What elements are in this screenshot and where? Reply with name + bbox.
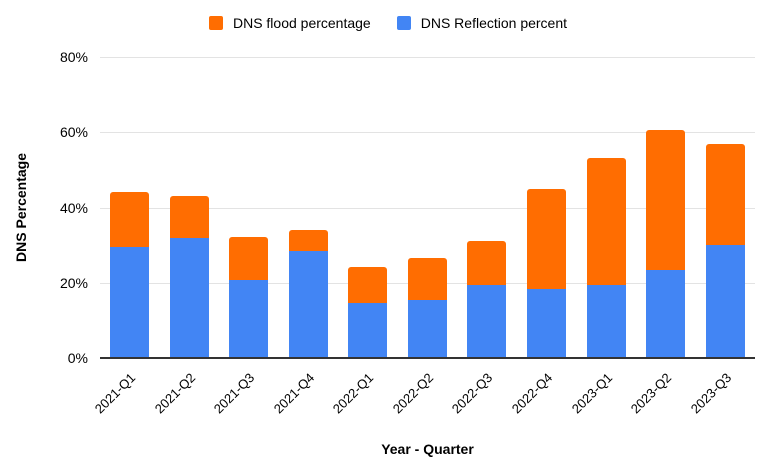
segment-dns-reflection-percent [646, 269, 686, 358]
bar-2021-q3 [229, 236, 269, 358]
legend-swatch-icon [208, 16, 223, 30]
x-tick-label: 2021-Q3 [211, 370, 258, 417]
x-tick-label: 2022-Q1 [330, 370, 377, 417]
gridline [100, 132, 755, 134]
x-axis-title: Year - Quarter [381, 441, 474, 457]
segment-dns-flood-percentage [348, 266, 388, 304]
x-axis-labels: 2021-Q1 2021-Q2 2021-Q3 2021-Q4 2022-Q1 2022-… [92, 358, 755, 428]
segment-dns-reflection-percent [407, 299, 447, 358]
segment-dns-flood-percentage [229, 236, 269, 281]
x-tick-label: 2021-Q1 [92, 370, 139, 417]
plot-area [100, 57, 755, 359]
x-tick-label: 2022-Q2 [389, 370, 437, 417]
legend-item-dns-flood-percentage: DNS flood percentage [208, 15, 371, 31]
gridline [100, 57, 755, 58]
segment-dns-reflection-percent [586, 285, 626, 358]
segment-dns-flood-percentage [110, 191, 150, 248]
y-tick-label: 80% [59, 49, 88, 65]
bar-2021-q1 [110, 191, 150, 358]
segment-dns-reflection-percent [705, 244, 745, 358]
x-tick-label: 2022-Q3 [449, 370, 496, 417]
x-tick-label: 2023-Q2 [627, 370, 675, 417]
bar-2023-q3 [705, 143, 745, 358]
segment-dns-reflection-percent [169, 238, 209, 358]
legend-label: DNS flood percentage [232, 15, 371, 31]
y-axis-labels: 0% 20% 40% 60% 80% [0, 49, 88, 366]
segment-dns-flood-percentage [407, 258, 447, 300]
legend-swatch-icon [396, 16, 411, 30]
legend-item-dns-reflection-percent: DNS Reflection percent [396, 15, 568, 31]
bar-2022-q1 [348, 266, 388, 358]
segment-dns-flood-percentage [586, 157, 626, 286]
y-tick-label: 60% [59, 124, 88, 141]
x-tick-label: 2023-Q3 [687, 370, 734, 417]
x-tick-label: 2023-Q1 [568, 370, 615, 417]
segment-dns-flood-percentage [169, 196, 209, 239]
bar-2023-q1 [586, 157, 626, 358]
y-tick-label: 40% [59, 199, 88, 216]
x-tick-label: 2021-Q2 [151, 370, 198, 417]
segment-dns-reflection-percent [526, 288, 566, 358]
segment-dns-flood-percentage [646, 130, 686, 270]
bar-2021-q2 [169, 196, 209, 358]
bar-2021-q4 [288, 230, 328, 358]
gridline [100, 207, 755, 209]
x-tick-label: 2022-Q4 [508, 370, 556, 417]
segment-dns-reflection-percent [229, 280, 269, 358]
legend-label: DNS Reflection percent [420, 15, 568, 31]
chart-legend: DNS flood percentage DNS Reflection perce… [0, 15, 776, 31]
x-axis-line [100, 357, 755, 359]
segment-dns-flood-percentage [705, 143, 745, 245]
x-tick-label: 2021-Q4 [270, 370, 318, 417]
segment-dns-flood-percentage [467, 240, 507, 285]
segment-dns-reflection-percent [288, 251, 328, 358]
y-tick-label: 20% [59, 274, 88, 291]
bar-2023-q2 [646, 130, 686, 358]
segment-dns-flood-percentage [288, 230, 328, 252]
bars [100, 57, 755, 358]
bar-2022-q4 [526, 189, 566, 358]
y-tick-label: 0% [67, 350, 88, 366]
segment-dns-reflection-percent [467, 284, 507, 358]
segment-dns-reflection-percent [348, 303, 388, 358]
segment-dns-flood-percentage [526, 189, 566, 289]
bar-2022-q3 [467, 240, 507, 358]
bar-2022-q2 [407, 258, 447, 358]
segment-dns-reflection-percent [110, 247, 150, 358]
